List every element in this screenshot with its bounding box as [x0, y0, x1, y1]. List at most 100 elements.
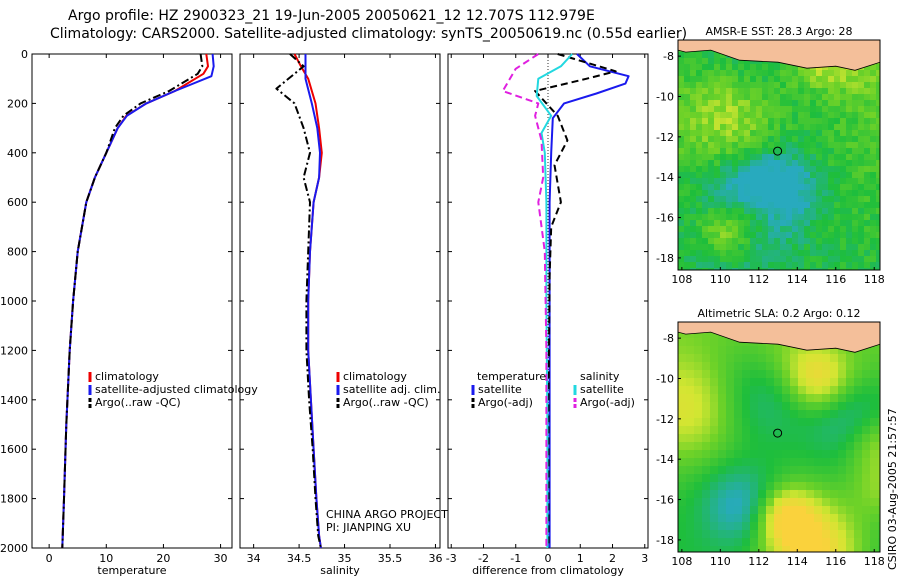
sst_map-cell: [864, 250, 871, 257]
sla_map-cell: [798, 538, 807, 547]
sst_map-cell: [786, 250, 793, 257]
sst_map-cell: [834, 196, 841, 203]
sst_map-cell: [756, 148, 763, 155]
sla_map-cell: [678, 418, 687, 427]
sst_map-cell: [852, 166, 859, 173]
sla_map-cell: [694, 442, 703, 451]
sst_map-cell: [690, 196, 697, 203]
sla_map-cell: [758, 466, 767, 475]
sst_map-cell: [798, 208, 805, 215]
sst_map-cell: [870, 106, 877, 113]
sla_map-cell: [862, 466, 871, 475]
sla_map-cell: [806, 530, 815, 539]
timestamp-stamp: CSIRO 03-Aug-2005 21:57:57: [886, 408, 899, 570]
sst_map-cell: [864, 124, 871, 131]
sst_map-cell: [834, 238, 841, 245]
sst_map-cell: [774, 172, 781, 179]
sst_map-cell: [810, 118, 817, 125]
sst_map-cell: [876, 262, 880, 269]
sst_map-cell: [774, 268, 781, 270]
sst_map-cell: [846, 268, 853, 270]
sla_map-argo-marker: [773, 428, 783, 438]
sst_map-cell: [798, 148, 805, 155]
sla_map-cell: [854, 378, 863, 387]
sst_map-cell: [720, 100, 727, 107]
sst_map-cell: [846, 124, 853, 131]
sla_map-cell: [830, 538, 839, 547]
sla_map-cell: [830, 378, 839, 387]
sst_map-cell: [780, 208, 787, 215]
sla_map-cell: [854, 490, 863, 499]
sst_map-cell: [834, 178, 841, 185]
sla_map-cell: [750, 506, 759, 515]
sla_map-cell: [678, 338, 687, 347]
sla_map-cell: [854, 402, 863, 411]
sst_map-cell: [828, 238, 835, 245]
sst_map-cell: [750, 100, 757, 107]
sla_map-cell: [710, 466, 719, 475]
sst_map-cell: [720, 58, 727, 65]
sst_map-cell: [702, 94, 709, 101]
sla_map-cell: [846, 354, 855, 363]
difference-x-tick-label: 3: [641, 552, 648, 565]
sst_map-cell: [822, 268, 829, 270]
sla_map-cell: [694, 450, 703, 459]
sla_map-cell: [822, 522, 831, 531]
sst_map-cell: [708, 142, 715, 149]
sst_map-cell: [804, 226, 811, 233]
sla_map-cell: [734, 474, 743, 483]
sst_map-cell: [852, 250, 859, 257]
sst_map-cell: [870, 76, 877, 83]
sst_map-cell: [762, 262, 769, 269]
sst_map-cell: [756, 214, 763, 221]
sst_map-cell: [768, 118, 775, 125]
sst_map-cell: [732, 136, 739, 143]
sla_map-cell: [734, 442, 743, 451]
header-line-2: Climatology: CARS2000. Satellite-adjuste…: [50, 26, 688, 42]
sst_map-cell: [810, 136, 817, 143]
sst_map-cell: [792, 82, 799, 89]
sla_map-cell: [742, 514, 751, 523]
sst_map-cell: [678, 88, 685, 95]
sst_map-cell: [810, 160, 817, 167]
sla_map-cell: [694, 546, 703, 552]
sst_map-cell: [702, 112, 709, 119]
sst_map-cell: [684, 142, 691, 149]
sst_map-cell: [858, 268, 865, 270]
sst_map-cell: [846, 238, 853, 245]
sla_map-cell: [710, 386, 719, 395]
sst_map-cell: [738, 262, 745, 269]
sst_map-cell: [816, 142, 823, 149]
sla_map-cell: [734, 346, 743, 355]
sst_map-cell: [756, 136, 763, 143]
sst_map-cell: [684, 250, 691, 257]
sst_map-cell: [762, 160, 769, 167]
sst_map-cell: [726, 208, 733, 215]
sst_map-cell: [840, 130, 847, 137]
sst_map-cell: [798, 166, 805, 173]
sla_map-cell: [710, 426, 719, 435]
sst_map-cell: [696, 106, 703, 113]
sst_map-cell: [858, 106, 865, 113]
sla_map-cell: [822, 370, 831, 379]
sst_map-cell: [786, 82, 793, 89]
sla_map-cell: [702, 434, 711, 443]
sst_map-cell: [792, 190, 799, 197]
sla_map-cell: [814, 466, 823, 475]
sst_map-cell: [780, 220, 787, 227]
sla_map-cell: [758, 530, 767, 539]
sla_map-x-tick-label: 108: [671, 555, 692, 568]
sst_map-cell: [876, 208, 880, 215]
sst_map-cell: [798, 220, 805, 227]
sla_map-cell: [766, 426, 775, 435]
sst_map-cell: [702, 148, 709, 155]
sst_map-cell: [744, 124, 751, 131]
sst_map-cell: [870, 244, 877, 251]
sst_map-cell: [678, 196, 685, 203]
sst_map-cell: [690, 220, 697, 227]
sst_map-cell: [762, 148, 769, 155]
sla_map-cell: [702, 490, 711, 499]
sla_map-cell: [710, 498, 719, 507]
sla_map-cell: [686, 506, 695, 515]
sla_map-cell: [830, 506, 839, 515]
